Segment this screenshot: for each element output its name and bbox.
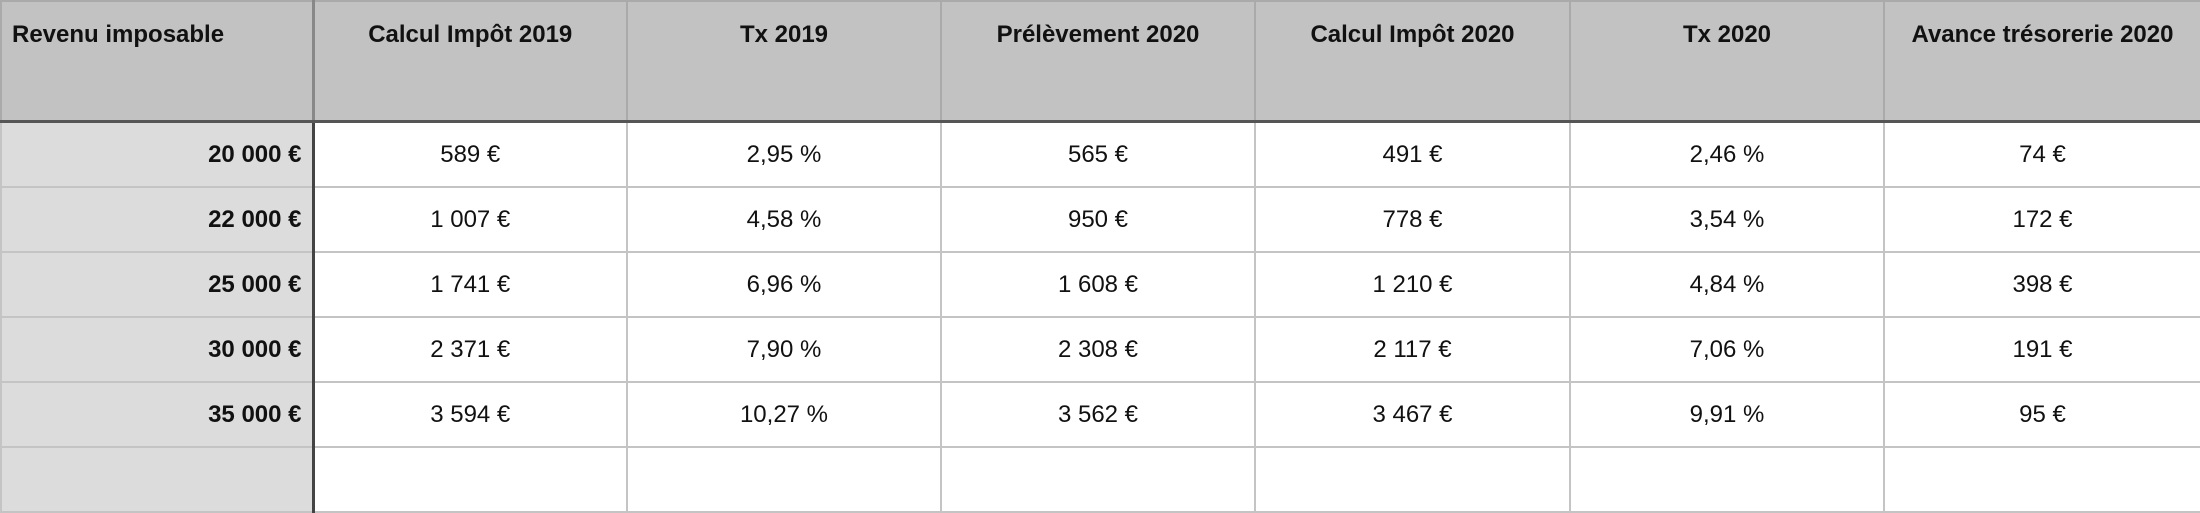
column-header[interactable]: Revenu imposable: [0, 0, 315, 123]
table-cell[interactable]: [1254, 446, 1571, 513]
table-cell[interactable]: 2,46 %: [1569, 120, 1885, 188]
table-cell[interactable]: 4,58 %: [626, 186, 942, 253]
column-header[interactable]: Avance trésorerie 2020: [1883, 0, 2200, 123]
table-cell[interactable]: 2 371 €: [312, 316, 628, 383]
column-header[interactable]: Calcul Impôt 2020: [1254, 0, 1571, 123]
row-header-cell[interactable]: 25 000 €: [0, 251, 315, 318]
row-header-cell[interactable]: 20 000 €: [0, 120, 315, 188]
table-cell[interactable]: 9,91 %: [1569, 381, 1885, 448]
table-row: 22 000 €1 007 €4,58 % 950 €778 €3,54 % 172…: [0, 186, 2200, 253]
table-row: 30 000 €2 371 €7,90 % 2 308 €2 117 €7,06 …: [0, 316, 2200, 383]
table-cell[interactable]: 7,06 %: [1569, 316, 1885, 383]
table-cell[interactable]: [1569, 446, 1885, 513]
table-row-partial: [0, 446, 2200, 513]
table-cell[interactable]: 1 210 €: [1254, 251, 1571, 318]
column-header[interactable]: Calcul Impôt 2019: [312, 0, 628, 123]
column-header[interactable]: Prélèvement 2020: [940, 0, 1256, 123]
table-cell[interactable]: [0, 446, 315, 513]
table-cell[interactable]: [312, 446, 628, 513]
table-cell[interactable]: 172 €: [1883, 186, 2200, 253]
column-header[interactable]: Tx 2020: [1569, 0, 1885, 123]
table-cell[interactable]: [940, 446, 1256, 513]
table-cell[interactable]: 491 €: [1254, 120, 1571, 188]
table-cell[interactable]: 2 117 €: [1254, 316, 1571, 383]
row-header-cell[interactable]: 22 000 €: [0, 186, 315, 253]
table-cell[interactable]: 74 €: [1883, 120, 2200, 188]
table-cell[interactable]: 95 €: [1883, 381, 2200, 448]
table-cell[interactable]: 778 €: [1254, 186, 1571, 253]
table-cell[interactable]: 3 467 €: [1254, 381, 1571, 448]
table-cell[interactable]: [1883, 446, 2200, 513]
table-cell[interactable]: [626, 446, 942, 513]
row-header-cell[interactable]: 30 000 €: [0, 316, 315, 383]
table-cell[interactable]: 565 €: [940, 120, 1256, 188]
table-cell[interactable]: 7,90 %: [626, 316, 942, 383]
table-cell[interactable]: 191 €: [1883, 316, 2200, 383]
table-cell[interactable]: 3,54 %: [1569, 186, 1885, 253]
table-cell[interactable]: 2,95 %: [626, 120, 942, 188]
table-cell[interactable]: 1 608 €: [940, 251, 1256, 318]
table-cell[interactable]: 6,96 %: [626, 251, 942, 318]
table-row: 25 000 €1 741 €6,96 % 1 608 €1 210 €4,84 …: [0, 251, 2200, 318]
table-cell[interactable]: 1 007 €: [312, 186, 628, 253]
table-cell[interactable]: 4,84 %: [1569, 251, 1885, 318]
table-cell[interactable]: 1 741 €: [312, 251, 628, 318]
table-cell[interactable]: 3 562 €: [940, 381, 1256, 448]
table-cell[interactable]: 2 308 €: [940, 316, 1256, 383]
table-cell[interactable]: 3 594 €: [312, 381, 628, 448]
row-header-cell[interactable]: 35 000 €: [0, 381, 315, 448]
table-cell[interactable]: 10,27 %: [626, 381, 942, 448]
table-cell[interactable]: 398 €: [1883, 251, 2200, 318]
table-row: 35 000 €3 594 €10,27 % 3 562 €3 467 €9,91…: [0, 381, 2200, 448]
table-row: 20 000 €589 €2,95 % 565 €491 €2,46 % 74 €: [0, 120, 2200, 188]
table-cell[interactable]: 950 €: [940, 186, 1256, 253]
header-row: Revenu imposable Calcul Impôt 2019 Tx 20…: [0, 0, 2200, 123]
table-cell[interactable]: 589 €: [312, 120, 628, 188]
column-header[interactable]: Tx 2019: [626, 0, 942, 123]
